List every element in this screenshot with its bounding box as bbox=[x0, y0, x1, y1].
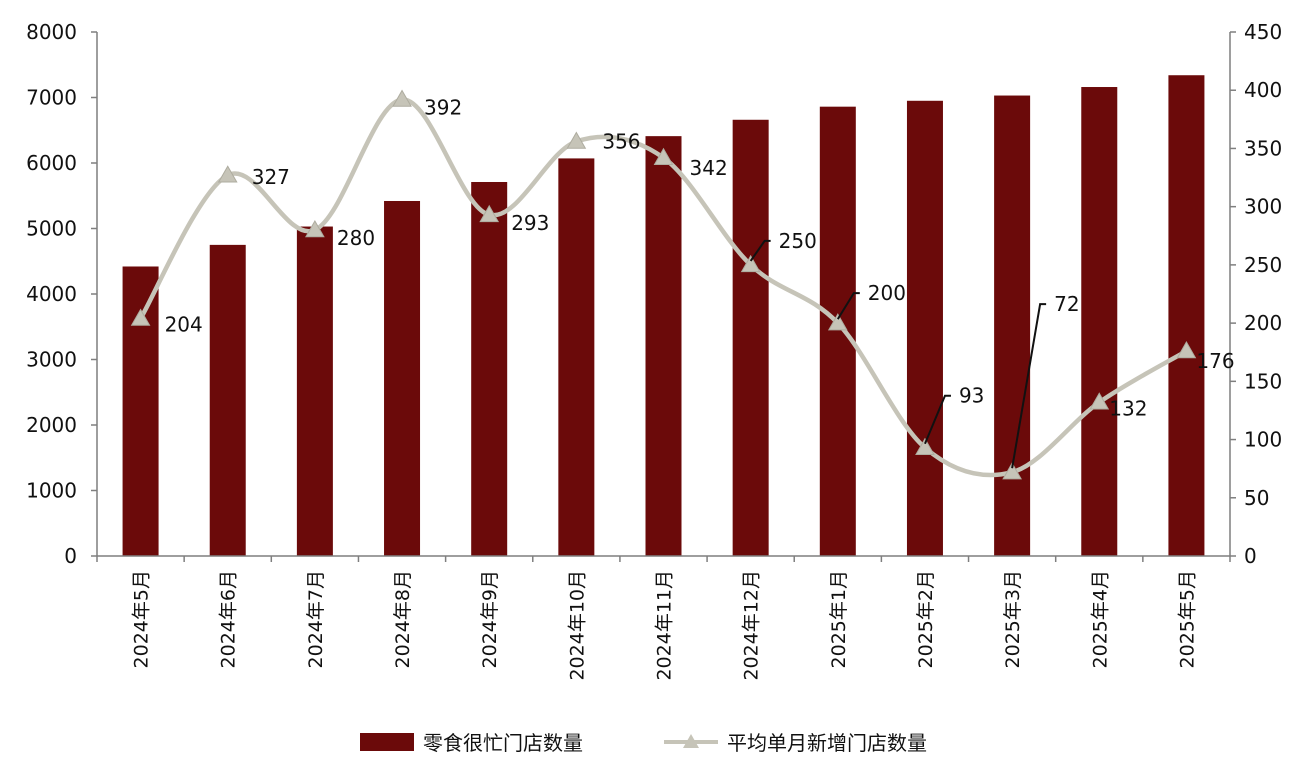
right-tick-label: 100 bbox=[1244, 428, 1282, 452]
right-tick-label: 350 bbox=[1244, 136, 1282, 160]
data-label-leader bbox=[1011, 303, 1047, 469]
right-tick-label: 400 bbox=[1244, 78, 1282, 102]
left-tick-label: 8000 bbox=[26, 20, 77, 44]
legend-swatch-bar bbox=[360, 733, 414, 751]
right-tick-label: 150 bbox=[1244, 369, 1282, 393]
line-path bbox=[138, 97, 1188, 478]
right-tick-label: 200 bbox=[1244, 311, 1282, 335]
line-series bbox=[130, 89, 1197, 480]
legend-swatch-marker bbox=[683, 734, 699, 748]
line-marker bbox=[392, 89, 412, 107]
axes: 0 1000 2000 3000 4000 5000 6000 7000 8000 0 50 100 1… bbox=[26, 20, 1282, 681]
legend-label-bar: 零食很忙门店数量 bbox=[423, 731, 583, 755]
left-tick-label: 2000 bbox=[26, 413, 77, 437]
x-tick-label: 2024年6月 bbox=[218, 570, 240, 668]
data-label-leader bbox=[836, 292, 860, 320]
bar bbox=[906, 100, 943, 557]
x-tick-label: 2025年5月 bbox=[1176, 570, 1198, 668]
data-label-leader bbox=[924, 394, 951, 445]
x-tick-label: 2024年11月 bbox=[654, 570, 676, 681]
data-label: 93 bbox=[959, 384, 984, 408]
line-marker bbox=[479, 204, 500, 223]
data-label: 327 bbox=[252, 165, 290, 189]
data-label: 342 bbox=[690, 156, 728, 180]
bar bbox=[994, 95, 1031, 556]
x-tick-label: 2025年2月 bbox=[915, 570, 937, 668]
left-tick-label: 7000 bbox=[26, 86, 77, 110]
line-marker bbox=[1002, 462, 1022, 480]
legend-label-line: 平均单月新增门店数量 bbox=[727, 731, 927, 755]
line-marker bbox=[1089, 392, 1110, 410]
x-tick-label: 2024年7月 bbox=[305, 570, 327, 668]
bar bbox=[732, 119, 769, 557]
x-tick-label: 2025年4月 bbox=[1089, 570, 1111, 668]
bar bbox=[558, 158, 595, 557]
data-labels: 204 327 280 392 293 356 342 250 200 93 72 132 176 bbox=[165, 96, 1235, 469]
bar bbox=[209, 244, 246, 556]
bar bbox=[384, 200, 421, 557]
line-marker bbox=[130, 308, 151, 326]
bar-series bbox=[122, 75, 1205, 557]
left-tick-label: 4000 bbox=[26, 282, 77, 306]
line-marker bbox=[827, 313, 848, 331]
data-label: 200 bbox=[868, 281, 906, 305]
data-label: 356 bbox=[602, 129, 640, 153]
data-label: 293 bbox=[511, 211, 549, 235]
data-label: 280 bbox=[337, 226, 375, 250]
bar bbox=[296, 226, 333, 556]
x-tick-label: 2025年3月 bbox=[1002, 570, 1024, 668]
x-tick-label: 2024年8月 bbox=[392, 570, 414, 668]
line-marker bbox=[1176, 341, 1197, 359]
data-label: 392 bbox=[424, 96, 462, 120]
line-marker bbox=[566, 131, 587, 149]
left-tick-label: 3000 bbox=[26, 348, 77, 372]
right-tick-label: 300 bbox=[1244, 195, 1282, 219]
bar bbox=[1081, 87, 1118, 557]
bar bbox=[471, 181, 508, 556]
right-tick-label: 0 bbox=[1244, 544, 1257, 568]
data-label: 72 bbox=[1054, 292, 1079, 316]
bar bbox=[819, 106, 856, 557]
line-marker bbox=[217, 165, 238, 183]
data-label: 176 bbox=[1196, 349, 1234, 373]
data-label: 204 bbox=[165, 312, 203, 336]
x-tick-label: 2024年5月 bbox=[131, 570, 153, 668]
right-tick-label: 50 bbox=[1244, 486, 1269, 510]
x-tick-label: 2025年1月 bbox=[828, 570, 850, 668]
data-label: 250 bbox=[779, 229, 817, 253]
right-tick-label: 250 bbox=[1244, 253, 1282, 277]
x-tick-label: 2024年9月 bbox=[479, 570, 501, 668]
left-tick-label: 1000 bbox=[26, 479, 77, 503]
data-label: 132 bbox=[1109, 396, 1147, 420]
data-label-leader bbox=[749, 239, 771, 262]
bar bbox=[1168, 75, 1205, 556]
left-tick-label: 6000 bbox=[26, 151, 77, 175]
bar bbox=[645, 136, 682, 556]
line-marker bbox=[305, 219, 325, 238]
line-marker bbox=[740, 254, 761, 273]
x-tick-label: 2024年12月 bbox=[741, 570, 763, 681]
left-tick-label: 0 bbox=[64, 544, 77, 568]
line-marker bbox=[915, 437, 935, 455]
left-tick-label: 5000 bbox=[26, 217, 77, 241]
x-tick-label: 2024年10月 bbox=[566, 570, 588, 681]
right-tick-label: 450 bbox=[1244, 20, 1282, 44]
line-marker bbox=[653, 147, 674, 166]
legend: 零食很忙门店数量 平均单月新增门店数量 bbox=[360, 731, 927, 755]
